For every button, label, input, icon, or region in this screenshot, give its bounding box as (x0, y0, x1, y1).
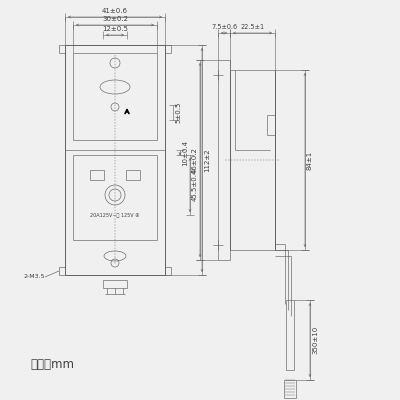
Text: 350±10: 350±10 (312, 326, 318, 354)
Text: 45.5±0.4: 45.5±0.4 (192, 169, 198, 201)
Text: 単位：mm: 単位：mm (30, 358, 74, 372)
Bar (284, 380, 296, 398)
Bar (65, 45, 165, 275)
Text: 5±0.5: 5±0.5 (175, 101, 181, 123)
Bar (126, 170, 140, 180)
Bar (103, 280, 127, 288)
Text: 10±0.4: 10±0.4 (182, 140, 188, 166)
Text: 2-M3.5: 2-M3.5 (24, 274, 45, 280)
Text: 7.5±0.6: 7.5±0.6 (211, 24, 237, 30)
Text: 46±0.2: 46±0.2 (192, 147, 198, 173)
Text: 41±0.6: 41±0.6 (102, 8, 128, 14)
Text: 22.5±1: 22.5±1 (240, 24, 264, 30)
Text: 12±0.5: 12±0.5 (102, 26, 128, 32)
Text: 20A125V~㎐ 125V ④: 20A125V~㎐ 125V ④ (90, 213, 140, 218)
Text: 30±0.2: 30±0.2 (102, 16, 128, 22)
Text: 112±2: 112±2 (204, 148, 210, 172)
Text: 84±1: 84±1 (307, 150, 313, 170)
Bar (90, 170, 104, 180)
